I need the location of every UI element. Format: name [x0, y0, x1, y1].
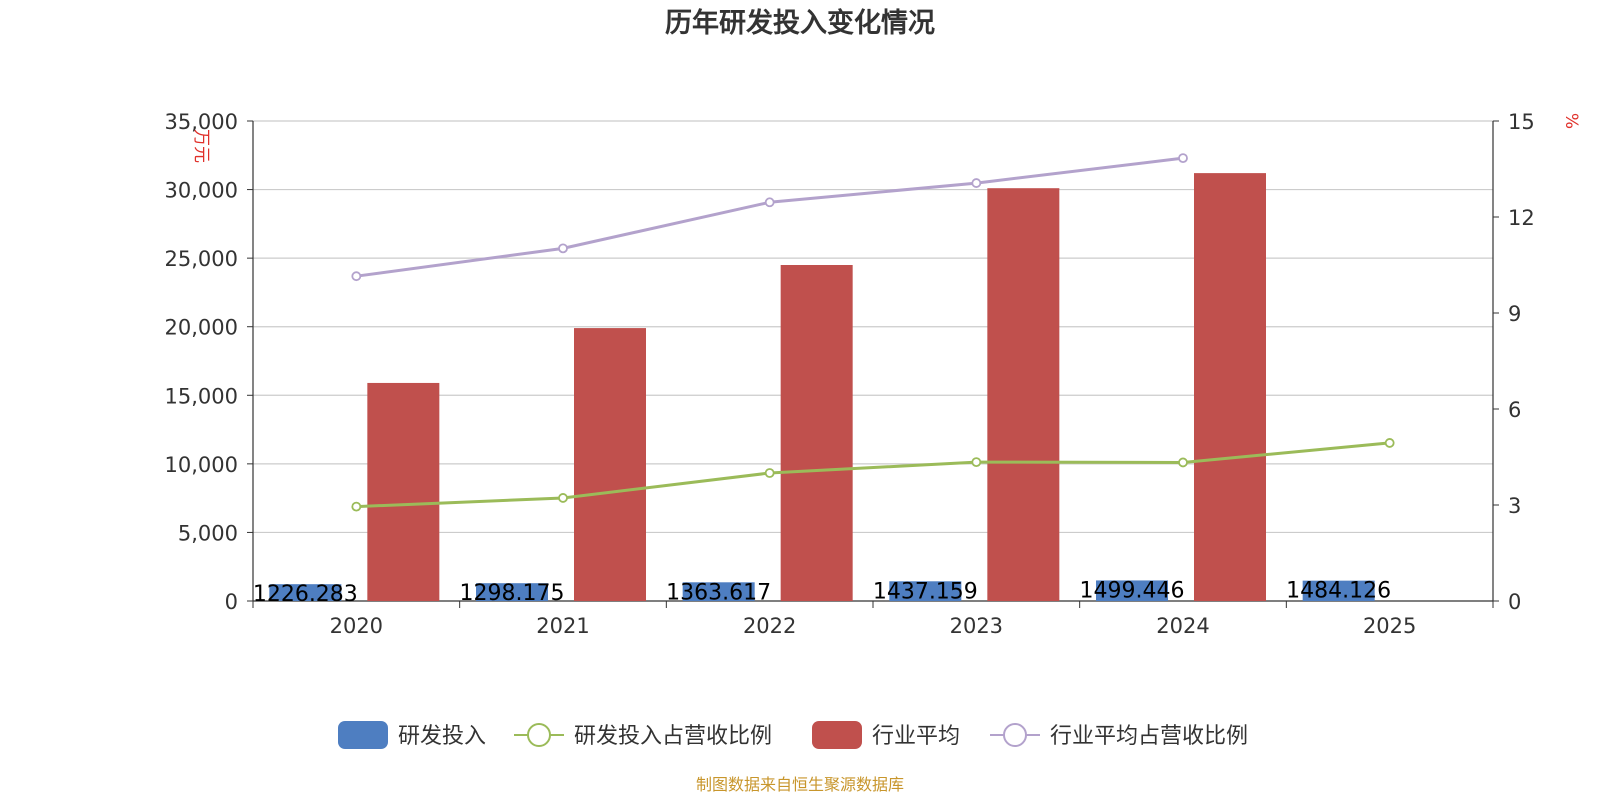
legend-label: 行业平均占营收比例 [1050, 724, 1248, 749]
line-rd-ratio [356, 441, 1390, 509]
legend-label: 研发投入 [398, 724, 486, 749]
line-point [971, 178, 982, 188]
bar-data-label: 1484.126 [1286, 579, 1391, 604]
line-point [1178, 457, 1188, 468]
bars [269, 173, 1375, 601]
right-axis-tick-label: 0 [1508, 590, 1521, 614]
x-axis-tick-label: 2020 [330, 614, 383, 638]
line-point [558, 493, 568, 503]
line-point [1178, 153, 1188, 164]
bar-rd-investment [682, 582, 755, 601]
left-axis-tick-label: 5,000 [178, 521, 238, 545]
legend-label: 行业平均 [872, 724, 960, 749]
bar-data-label: 1298.175 [460, 581, 565, 606]
source-note: 制图数据来自恒生聚源数据库 [696, 775, 904, 794]
bar-rd-investment [889, 581, 962, 601]
right-axis-tick-label: 12 [1508, 206, 1535, 230]
left-axis-tick-label: 30,000 [165, 179, 238, 203]
axes: 0 5,000 10,000 15,000 20,000 25,000 30,000 35,0… [165, 110, 1581, 638]
bar-rd-investment [1096, 580, 1168, 601]
bar-rd-investment [1302, 580, 1375, 601]
x-axis-tick-label: 2021 [536, 614, 589, 638]
x-axis-tick-label: 2025 [1363, 614, 1416, 638]
line-point [558, 243, 568, 254]
data-labels: 1226.283 1298.175 1363.617 1437.159 1499.446… [253, 578, 1391, 607]
line-point [971, 457, 982, 468]
bar-data-label: 1363.617 [666, 580, 771, 605]
bar-data-label: 1226.283 [253, 582, 358, 607]
line-point [764, 468, 775, 478]
left-axis-tick-label: 0 [225, 590, 238, 614]
left-axis-tick-label: 15,000 [165, 384, 238, 408]
right-axis-tick-label: 9 [1508, 302, 1521, 326]
right-axis-tick-label: 3 [1508, 494, 1521, 518]
legend-swatch-marker [527, 723, 551, 747]
left-axis-tick-label: 10,000 [165, 453, 238, 477]
line-point [351, 271, 362, 282]
bar-industry-average [1194, 173, 1266, 601]
gridlines [253, 120, 1493, 534]
chart-title: 历年研发投入变化情况 [665, 7, 935, 39]
bar-industry-average [574, 328, 646, 601]
left-axis-tick-label: 20,000 [165, 316, 238, 340]
legend-label: 研发投入占营收比例 [574, 724, 772, 749]
left-axis-tick-label: 25,000 [165, 247, 238, 271]
bar-rd-investment [269, 584, 342, 601]
legend: 研发投入 研发投入占营收比例 行业平均 行业平均占营收比例 [338, 721, 1248, 749]
lines [351, 153, 1395, 512]
bar-data-label: 1499.446 [1080, 578, 1185, 603]
bar-data-label: 1437.159 [873, 579, 978, 604]
bar-rd-investment [476, 583, 548, 601]
right-axis-unit-label: % [1561, 113, 1581, 129]
bar-industry-average [780, 265, 853, 601]
legend-swatch-marker [1003, 723, 1027, 747]
x-axis-tick-label: 2024 [1156, 614, 1209, 638]
right-axis-tick-label: 15 [1508, 110, 1535, 134]
legend-swatch-bar [338, 721, 388, 749]
bar-industry-average [987, 188, 1060, 601]
line-point [351, 501, 362, 512]
legend-swatch-bar [812, 721, 862, 749]
left-axis-tick-label: 35,000 [165, 110, 238, 134]
line-point [764, 197, 775, 208]
x-axis-tick-label: 2023 [950, 614, 1003, 638]
left-axis-unit-label: 万元 [191, 129, 211, 163]
bar-industry-average [367, 382, 440, 601]
line-point [1384, 438, 1395, 448]
x-axis-tick-label: 2022 [743, 614, 796, 638]
right-axis-tick-label: 6 [1508, 398, 1521, 422]
